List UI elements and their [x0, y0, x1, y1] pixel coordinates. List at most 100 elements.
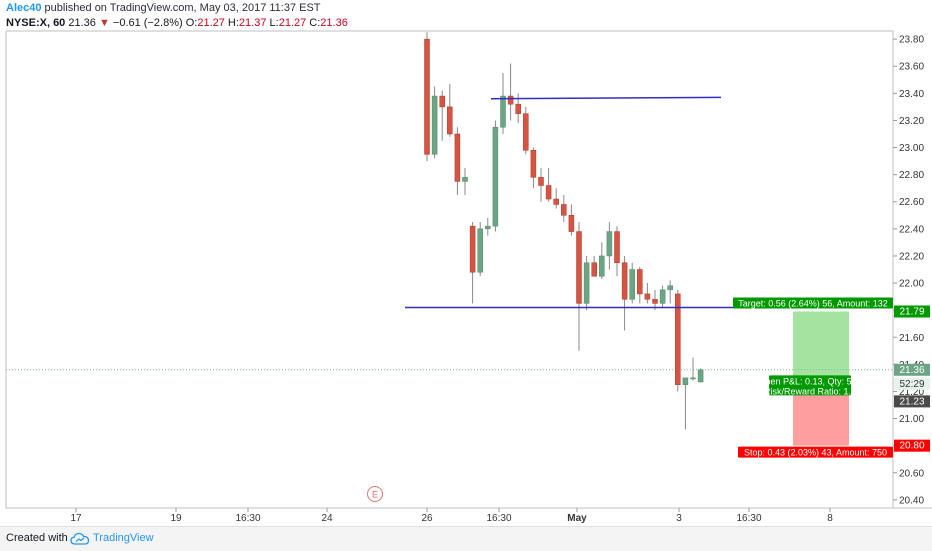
candle	[644, 293, 651, 300]
price-tick-label: 21.00	[899, 414, 924, 425]
low-label: L:	[269, 17, 279, 29]
candle	[659, 289, 666, 304]
stop-price-badge	[894, 439, 930, 452]
position-zones[interactable]	[6, 311, 893, 446]
candles	[424, 32, 704, 430]
stop-zone[interactable]	[793, 387, 849, 446]
price-tick-label: 22.20	[899, 251, 924, 262]
price-tick-label: 20.40	[899, 495, 924, 506]
price-tick-label: 23.60	[899, 62, 924, 73]
candle	[637, 269, 643, 295]
footer: Created with TradingView	[0, 526, 932, 551]
entry-price-badge	[894, 395, 930, 408]
pnl-label-box	[769, 375, 851, 396]
open-label: O:	[185, 17, 198, 29]
high-label: H:	[227, 17, 239, 29]
high-value: 21.37	[238, 17, 267, 29]
open-value: 21.27	[197, 17, 225, 29]
stop-label-text: Stop: 0.43 (2.03%) 43, Amount: 750	[744, 448, 887, 458]
candle	[591, 262, 597, 277]
candle	[583, 262, 590, 304]
last-price-badge	[894, 363, 930, 376]
time-tick-label: 17	[70, 513, 82, 524]
target-label-box	[733, 297, 893, 309]
time-tick-label: 8	[827, 513, 833, 524]
time-tick-label: 16:30	[486, 513, 511, 524]
resistance-trendline[interactable]	[490, 96, 722, 100]
candle	[599, 255, 605, 277]
earnings-event-marker[interactable]: E	[367, 486, 383, 502]
price-ticks: 23.80 23.60 23.40 23.20 23.00 22.80 22.60 22.40…	[893, 35, 924, 506]
price-labels: Target: 0.56 (2.64%) 56, Amount: 132 Stop…	[733, 297, 930, 458]
pnl-label-text: Risk/Reward Ratio: 1.3	[764, 386, 856, 396]
author-link[interactable]: Alec40	[6, 2, 42, 14]
time-tick-label: 26	[421, 513, 433, 524]
time-tick-label: May	[567, 513, 587, 524]
time-tick-label: 24	[321, 513, 333, 524]
target-zone[interactable]	[793, 311, 849, 388]
tradingview-link[interactable]: TradingView	[93, 532, 154, 544]
price-tick-label: 20.60	[899, 468, 924, 479]
candle	[697, 369, 704, 383]
candle	[568, 215, 575, 232]
price-tick-label: 22.80	[899, 170, 924, 181]
price-tick-label: 22.00	[899, 279, 924, 290]
last-price-text: 21.36	[899, 365, 924, 376]
symbol[interactable]: NYSE:X, 60	[6, 17, 66, 29]
candle	[431, 95, 438, 155]
candle	[439, 95, 445, 108]
earnings-event-label: E	[372, 490, 378, 500]
price-tick-label: 23.40	[899, 89, 924, 100]
candle	[675, 293, 681, 385]
last-price: 21.36	[68, 17, 96, 29]
candle	[507, 95, 514, 105]
candle	[462, 177, 468, 182]
candle	[652, 299, 658, 304]
candle	[561, 204, 567, 216]
target-label-text: Target: 0.56 (2.64%) 56, Amount: 132	[738, 299, 888, 309]
time-ticks: 17 19 16:30 24 26 16:30 May 3 16:30 8	[70, 508, 833, 524]
candle	[485, 225, 491, 230]
price-tick-label: 22.60	[899, 197, 924, 208]
symbol-line: NYSE:X, 60 21.36 ▼ −0.61 (−2.8%) O:21.27…	[6, 17, 348, 29]
created-with-text: Created with	[6, 532, 68, 544]
candle	[553, 198, 559, 205]
candle	[523, 113, 529, 151]
candle	[629, 269, 635, 300]
candle	[515, 103, 521, 114]
candle	[614, 231, 620, 263]
entry-price-text: 21.23	[899, 396, 924, 407]
down-arrow-icon: ▼	[98, 17, 110, 29]
candle	[500, 95, 506, 128]
candle	[477, 228, 483, 273]
price-tick-label: 21.60	[899, 333, 924, 344]
candle	[447, 106, 453, 135]
candle	[576, 231, 582, 304]
candle	[690, 377, 696, 380]
time-tick-label: 3	[676, 513, 682, 524]
target-price-badge	[894, 305, 930, 318]
low-value: 21.27	[278, 17, 307, 29]
price-tick-label: 23.80	[899, 35, 924, 46]
target-price-text: 21.79	[899, 307, 924, 318]
close-label: C:	[309, 17, 321, 29]
time-tick-label: 16:30	[235, 513, 260, 524]
pnl-label-text: Open P&L: 0.13, Qty: 581	[758, 376, 861, 386]
price-chart[interactable]: 23.80 23.60 23.40 23.20 23.00 22.80 22.60 22.40…	[0, 0, 932, 526]
stop-label-box	[738, 446, 893, 458]
earnings-event-circle[interactable]	[367, 486, 383, 502]
candle	[606, 231, 613, 257]
price-change: −0.61 (−2.8%)	[112, 17, 183, 29]
candle	[545, 185, 552, 200]
price-tick-label: 23.20	[899, 116, 924, 127]
candle	[538, 177, 544, 186]
bar-countdown-text: 52:29	[899, 379, 924, 390]
candle	[454, 133, 461, 182]
candle	[621, 262, 628, 300]
candle	[424, 38, 430, 155]
time-tick-label: 19	[170, 513, 182, 524]
published-text: published on TradingView.com, May 03, 20…	[41, 2, 321, 14]
tradingview-cloud-icon[interactable]	[70, 532, 90, 545]
close-value: 21.36	[320, 17, 348, 29]
stop-price-text: 20.80	[899, 441, 924, 452]
